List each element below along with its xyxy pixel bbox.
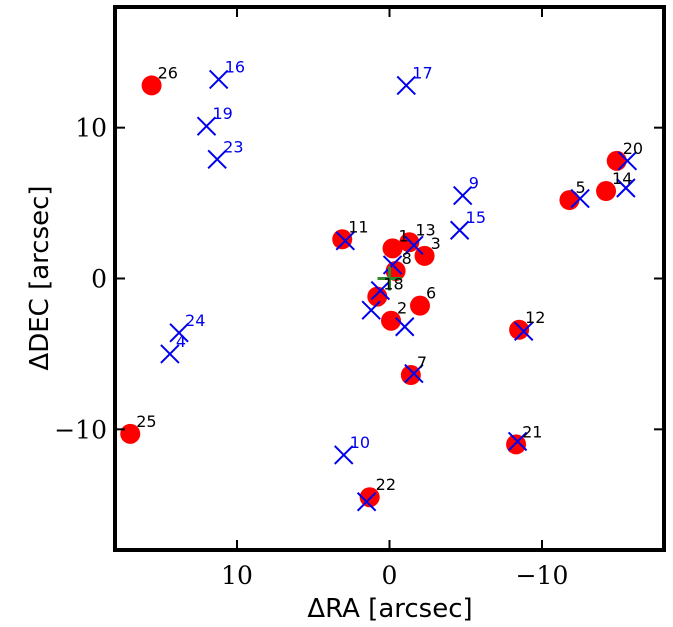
point-label-23: 23 bbox=[223, 137, 243, 156]
point-label-13: 13 bbox=[415, 220, 435, 239]
axis-ticks: 10 0 −10 10 0 −10 bbox=[54, 7, 664, 590]
blue-cross-u19 bbox=[617, 151, 638, 171]
blue-cross-u13 bbox=[361, 300, 381, 320]
blue-cross-u17 bbox=[570, 188, 590, 209]
red-point-26 bbox=[141, 75, 162, 96]
point-label-26: 26 bbox=[158, 63, 178, 82]
point-label-14: 14 bbox=[612, 169, 632, 188]
blue-cross-u9 bbox=[335, 231, 355, 251]
red-point-7 bbox=[400, 365, 421, 386]
blue-cross-u12 bbox=[370, 280, 391, 301]
red-point-22 bbox=[359, 487, 380, 508]
red-point-2 bbox=[381, 310, 402, 331]
y-tick-label-2: −10 bbox=[54, 415, 107, 444]
blue-cross-u20 bbox=[507, 431, 528, 452]
point-label-17: 17 bbox=[412, 63, 432, 82]
point-label-18: 18 bbox=[383, 275, 403, 294]
red-point-6 bbox=[410, 295, 430, 316]
point-label-9: 9 bbox=[469, 174, 479, 193]
blue-cross-u11 bbox=[382, 255, 403, 275]
blue-cross-17 bbox=[396, 75, 416, 96]
blue-cross-u14 bbox=[395, 317, 415, 337]
center-plus-marker bbox=[377, 266, 402, 291]
x-axis-label: ΔRA [arcsec] bbox=[307, 594, 472, 624]
red-point-1 bbox=[382, 238, 403, 259]
point-label-2: 2 bbox=[397, 299, 407, 318]
point-label-4: 4 bbox=[176, 332, 186, 351]
point-label-6: 6 bbox=[426, 284, 436, 303]
point-label-21: 21 bbox=[522, 422, 542, 441]
blue-cross-24 bbox=[169, 323, 189, 343]
point-label-19: 19 bbox=[213, 104, 233, 123]
blue-cross-16 bbox=[208, 69, 229, 90]
x-tick-label-2: −10 bbox=[516, 561, 569, 590]
blue-cross-23 bbox=[207, 149, 227, 170]
point-label-7: 7 bbox=[417, 353, 427, 372]
x-tick-label-1: 0 bbox=[382, 561, 398, 590]
red-point-13 bbox=[399, 232, 420, 253]
blue-cross-u21 bbox=[356, 492, 377, 512]
point-label-22: 22 bbox=[376, 475, 396, 494]
red-point-25 bbox=[120, 423, 141, 444]
blue-cross-u18 bbox=[616, 178, 636, 198]
point-label-1: 1 bbox=[399, 226, 409, 245]
red-point-21 bbox=[506, 434, 527, 455]
point-label-5: 5 bbox=[575, 178, 585, 197]
blue-cross-4 bbox=[160, 344, 180, 364]
point-label-12: 12 bbox=[525, 308, 545, 327]
blue-cross-u15 bbox=[404, 363, 424, 384]
red-point-12 bbox=[509, 319, 530, 340]
blue-cross-10 bbox=[334, 445, 354, 465]
point-label-15: 15 bbox=[466, 208, 486, 227]
y-tick-label-1: 0 bbox=[91, 265, 107, 294]
y-tick-label-0: 10 bbox=[75, 114, 107, 143]
blue-cross-15 bbox=[449, 220, 470, 240]
point-label-3: 3 bbox=[431, 234, 441, 253]
blue-cross-9 bbox=[452, 185, 473, 206]
point-label-20: 20 bbox=[623, 139, 643, 158]
point-label-11: 11 bbox=[348, 217, 368, 236]
red-point-11 bbox=[332, 229, 353, 250]
blue-cross-u16 bbox=[513, 321, 534, 341]
point-label-8: 8 bbox=[402, 249, 412, 268]
blue-cross-u10 bbox=[404, 235, 424, 256]
x-tick-label-0: 10 bbox=[221, 561, 253, 590]
blue-cross-19 bbox=[196, 116, 217, 136]
y-axis-label: ΔDEC [arcsec] bbox=[25, 185, 55, 370]
red-point-14 bbox=[596, 181, 617, 202]
point-label-24: 24 bbox=[185, 311, 205, 330]
point-label-16: 16 bbox=[225, 57, 245, 76]
point-label-25: 25 bbox=[136, 412, 156, 431]
point-label-10: 10 bbox=[350, 433, 370, 452]
